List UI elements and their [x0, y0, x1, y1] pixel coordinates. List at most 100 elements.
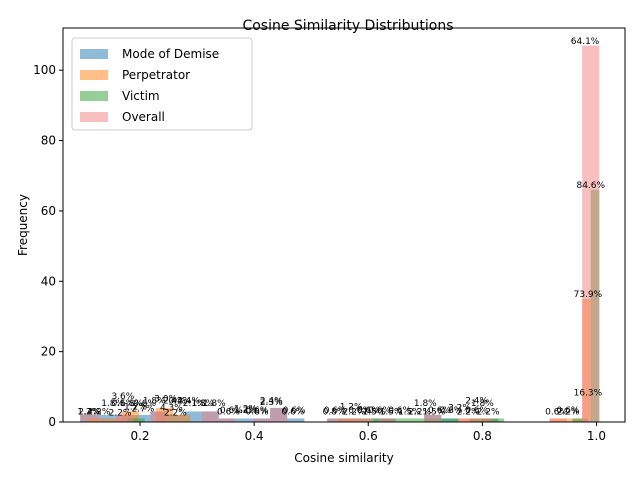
data-label-22: 0.6%: [220, 406, 243, 416]
data-label-27: 2.4%: [260, 397, 283, 407]
data-label-49: 2.4%: [465, 397, 488, 407]
bar-mode-of-demise-9: [235, 418, 253, 422]
x-tick-label-1: 0.4: [245, 429, 264, 443]
data-label-2: 2.2%: [88, 407, 111, 417]
bar-perpetrator-4: [173, 414, 191, 422]
x-tick-label-4: 1.0: [587, 429, 606, 443]
data-label-47: 3.2%: [448, 404, 471, 414]
bar-perpetrator-6: [355, 418, 373, 422]
bar-overall-6: [270, 407, 288, 422]
data-label-51: 0.6%: [465, 406, 488, 416]
legend-label-perpetrator: Perpetrator: [122, 68, 190, 82]
legend-swatch-perpetrator: [80, 70, 108, 80]
bar-victim-8: [572, 418, 583, 422]
plot-frame: [62, 27, 626, 423]
data-label-0: 1.2%: [77, 407, 100, 417]
data-label-52: 2.2%: [477, 407, 500, 417]
data-label-24: 1.2%: [234, 406, 257, 416]
data-label-56: 64.1%: [571, 37, 600, 47]
bar-overall-1: [116, 414, 134, 422]
bar-victim-5: [441, 418, 459, 422]
data-label-30: 0.6%: [283, 406, 306, 416]
y-axis: 0 20 40 60 80 100: [33, 63, 63, 429]
bar-perpetrator-1: [104, 418, 122, 422]
data-label-1: 2.4%: [78, 407, 101, 417]
bar-overall-0: [80, 414, 99, 422]
data-label-34: 2.2%: [343, 407, 366, 417]
data-label-58: 73.9%: [574, 290, 603, 300]
x-tick-label-3: 0.8: [473, 429, 492, 443]
data-label-41: 1.5%: [398, 407, 421, 417]
data-label-40: 0.6%: [388, 406, 411, 416]
x-axis: 0.2 0.4 0.6 0.8 1.0: [130, 422, 606, 443]
data-label-9: 2.7%: [131, 404, 154, 414]
data-label-44: 1.5%: [422, 407, 445, 417]
bar-overall-11: [458, 418, 476, 422]
data-label-19: 1.8%: [191, 399, 214, 409]
data-label-37: 1.5%: [363, 407, 386, 417]
data-label-50: 1.8%: [471, 399, 494, 409]
data-label-39: 1.5%: [380, 407, 403, 417]
legend-box: [71, 37, 253, 131]
data-label-11: 1.8%: [143, 397, 166, 407]
bar-mode-of-demise-12: [287, 418, 305, 422]
data-label-15: 0.4%: [169, 397, 192, 407]
y-tick-label-3: 60: [41, 204, 56, 218]
data-label-16: 2.4%: [177, 397, 200, 407]
series-overall: [80, 45, 600, 422]
bar-victim-2: [389, 418, 408, 422]
y-tick-label-1: 20: [41, 345, 56, 359]
data-label-36: 0.6%: [357, 406, 380, 416]
legend-swatch-overall: [80, 112, 108, 122]
data-label-21: 0.6%: [217, 407, 240, 417]
bar-mode-of-demise-6: [184, 411, 202, 422]
bar-overall-7: [327, 418, 345, 422]
data-label-48: 2.2%: [457, 407, 480, 417]
bar-overall-14: [582, 45, 600, 422]
plot-annotations: 1.2%2.4%2.2%1.8%2.2%3.6%0.6%1.8%1.2%2.7%…: [77, 37, 605, 419]
data-label-25: 0.8%: [246, 407, 269, 417]
data-label-54: 2.2%: [557, 407, 580, 417]
data-label-55: 0.6%: [557, 406, 580, 416]
data-label-33: 1.2%: [340, 402, 363, 412]
y-tick-label-4: 80: [41, 134, 56, 148]
bar-overall-5: [252, 418, 271, 422]
data-label-29: 0.6%: [281, 407, 304, 417]
data-label-32: 0.6%: [324, 406, 347, 416]
bar-overall-10: [424, 414, 442, 422]
data-label-23: 1.2%: [234, 404, 257, 414]
data-label-45: 0.6%: [428, 406, 451, 416]
chart-title: Cosine Similarity Distributions: [242, 18, 453, 34]
bar-victim-3: [407, 418, 425, 422]
data-label-28: 2.3%: [260, 398, 283, 408]
x-tick-label-2: 0.6: [359, 429, 378, 443]
data-label-42: 2.2%: [408, 407, 431, 417]
plot-bars: [80, 45, 600, 422]
data-label-26: 0.6%: [246, 406, 269, 416]
data-label-10: 0.6%: [133, 399, 156, 409]
y-tick-label-2: 40: [41, 274, 56, 288]
y-axis-label: Frequency: [16, 194, 30, 256]
bar-victim-0: [127, 418, 145, 422]
legend-label-overall: Overall: [122, 110, 165, 124]
bar-overall-12: [475, 418, 493, 422]
data-label-59: 16.3%: [574, 389, 603, 399]
data-label-46: 0.6%: [440, 406, 463, 416]
x-axis-label: Cosine similarity: [294, 451, 393, 465]
data-label-13: 4.3%: [160, 404, 183, 414]
data-label-53: 0.6%: [545, 407, 568, 417]
bar-overall-9: [378, 418, 396, 422]
x-tick-label-0: 0.2: [130, 429, 149, 443]
bar-overall-2: [150, 411, 168, 422]
legend: Mode of Demise Perpetrator Victim Overall: [71, 37, 253, 131]
data-label-57: 84.6%: [576, 181, 605, 191]
bar-overall-3: [201, 411, 219, 422]
bar-overall-4: [218, 418, 236, 422]
data-label-38: 0.6%: [368, 406, 391, 416]
data-label-4: 2.2%: [109, 409, 132, 419]
data-label-5: 3.6%: [111, 392, 134, 402]
data-label-8: 1.2%: [124, 402, 147, 412]
legend-label-victim: Victim: [122, 89, 160, 103]
legend-swatch-victim: [80, 91, 108, 101]
